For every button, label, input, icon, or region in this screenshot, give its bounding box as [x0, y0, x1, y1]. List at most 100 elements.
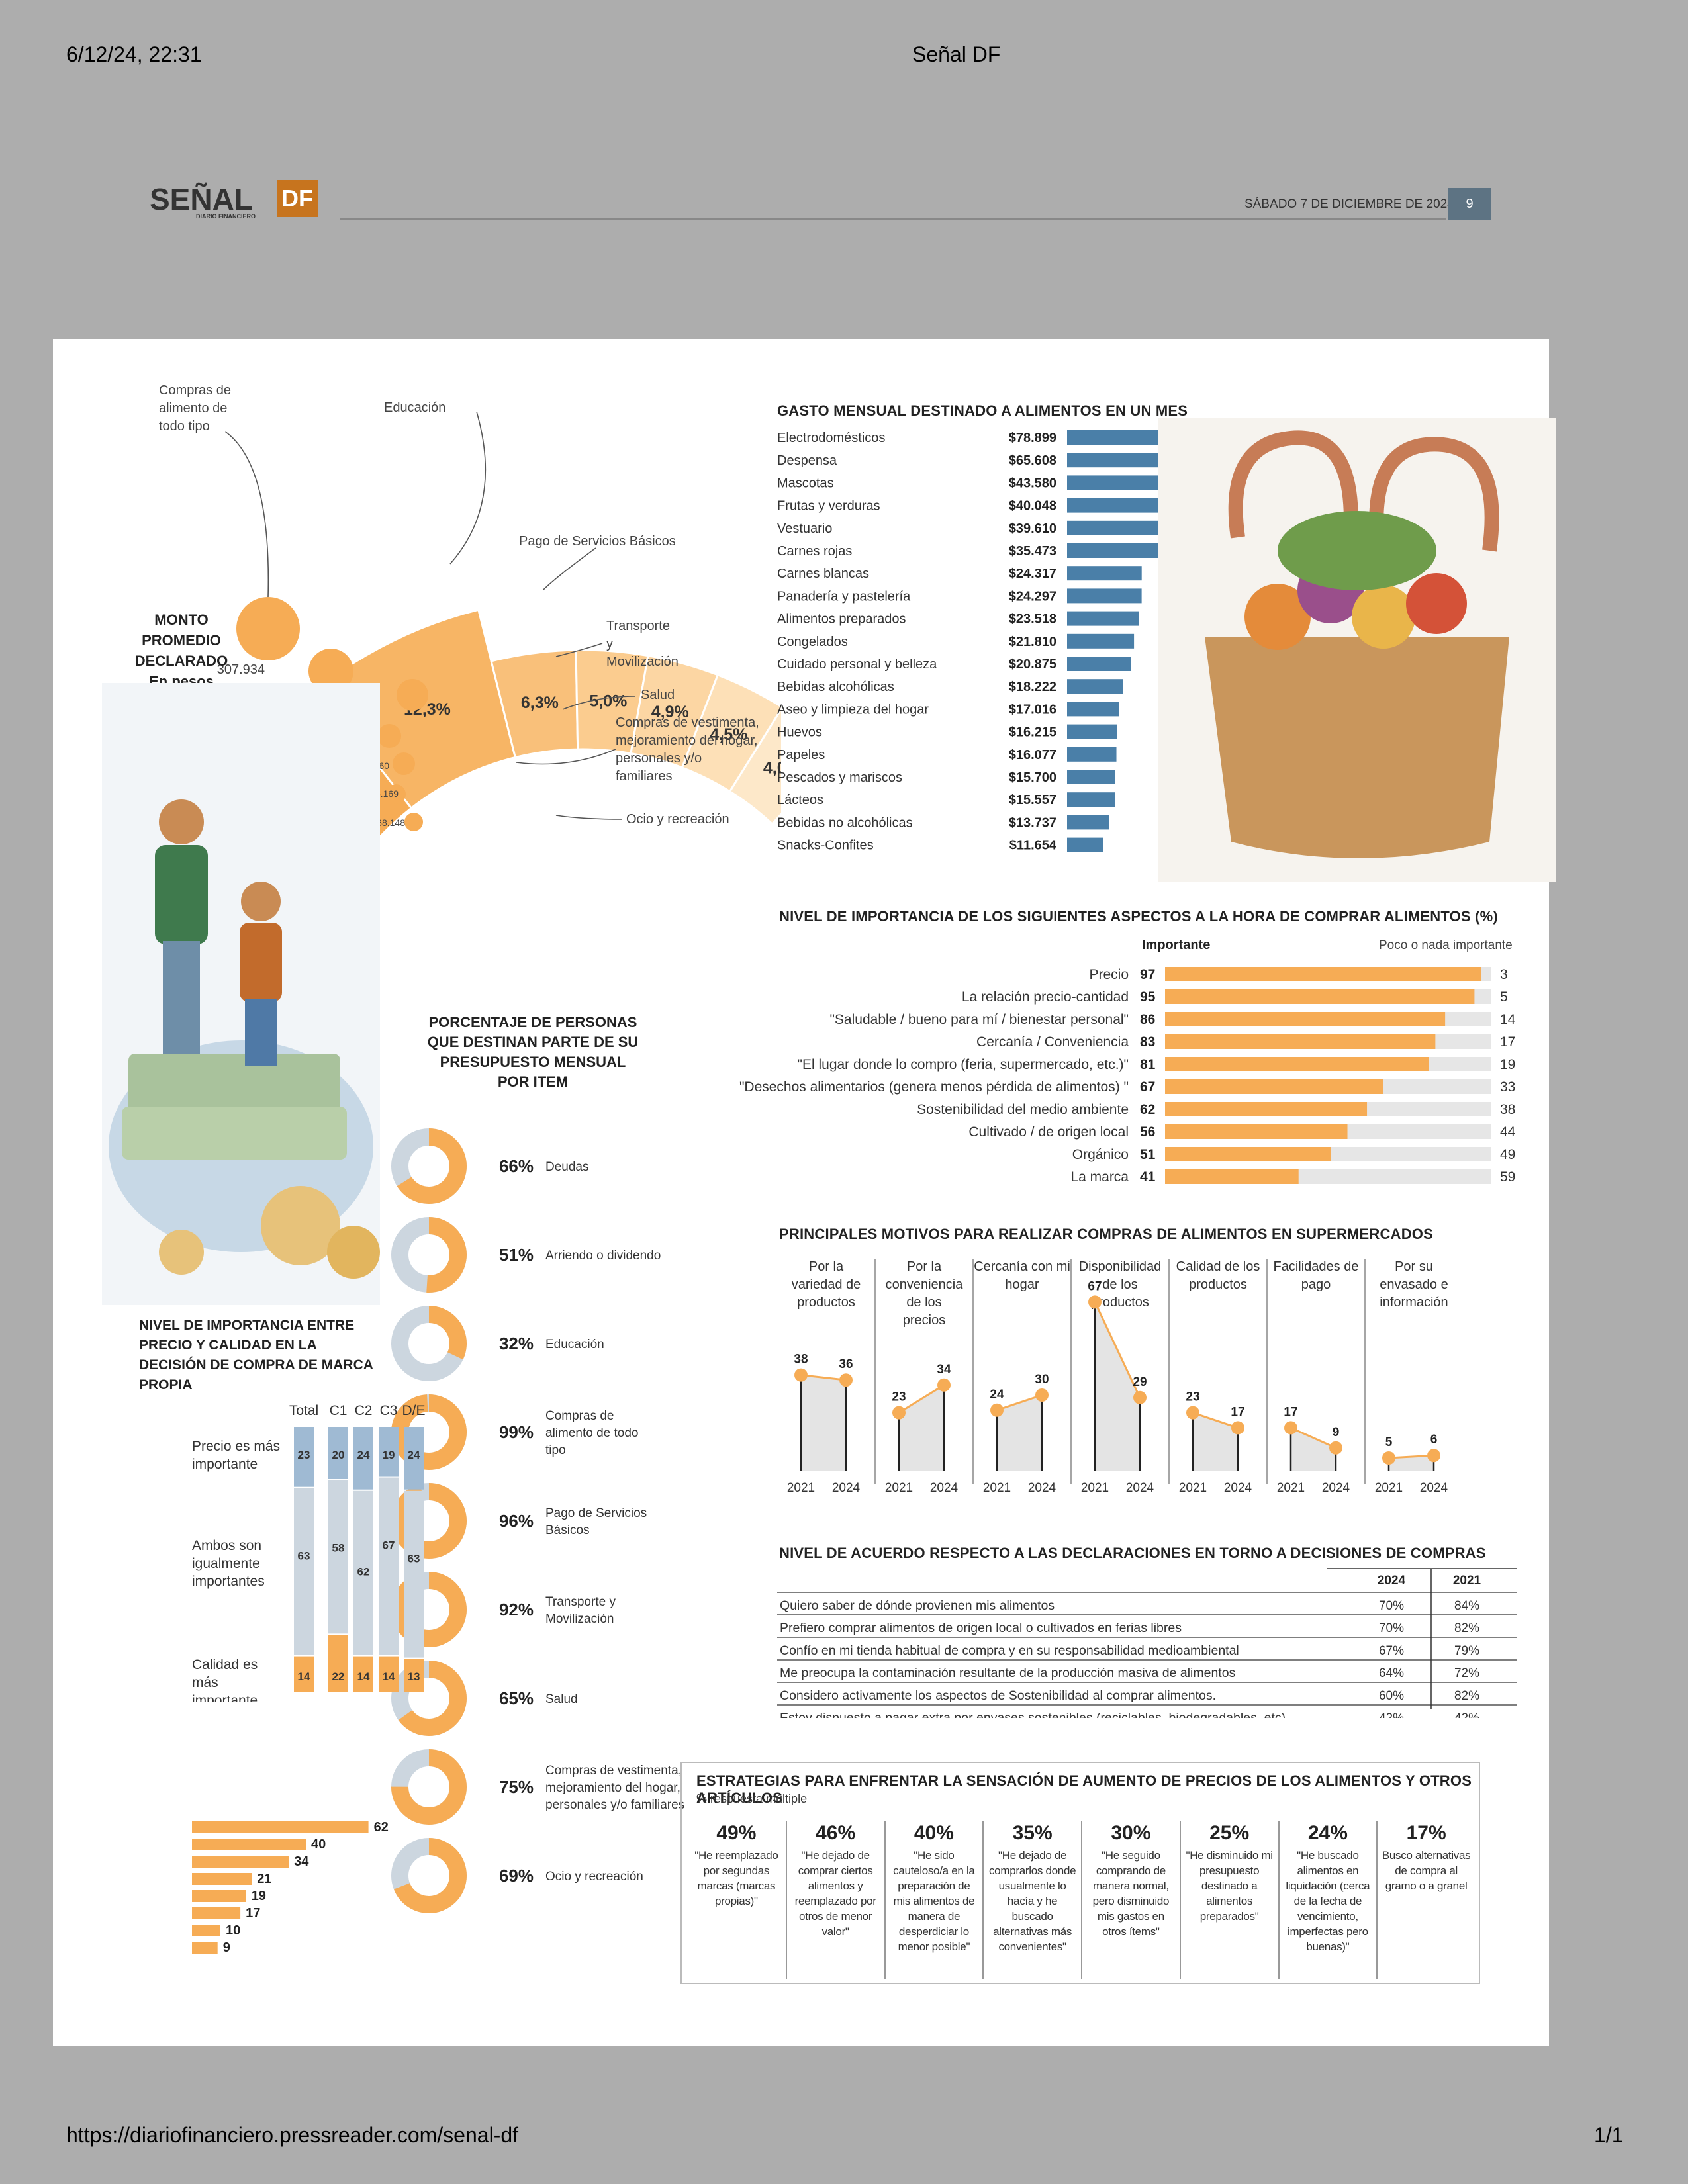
stack-series-label: Ambos son igualmente importantes [192, 1538, 265, 1589]
mini-bar [192, 1821, 369, 1833]
table-row-label: Confío en mi tienda habitual de compra y… [780, 1643, 1239, 1658]
donut-category-label: Compras de alimento de todo tipo [545, 1409, 639, 1457]
motivos-value-label: 17 [1231, 1405, 1244, 1419]
donut-category-label: Salud [545, 1692, 578, 1706]
table-row-label: Me preocupa la contaminación resultante … [780, 1666, 1236, 1680]
gasto-bar [1067, 633, 1135, 649]
estrategia-description: "He sido cauteloso/a en la preparación d… [893, 1849, 975, 1953]
gasto-value-label: $39.610 [1009, 522, 1056, 536]
importancia-bar [1165, 1034, 1436, 1049]
motivos-value-label: 23 [1186, 1390, 1199, 1404]
motivos-value-label: 30 [1035, 1373, 1049, 1387]
motivos-area [801, 1375, 846, 1471]
gasto-category-label: Snacks-Confites [777, 839, 874, 853]
importancia-value-label: 97 [1140, 967, 1155, 982]
motivos-x-label: 2021 [1375, 1481, 1403, 1495]
gasto-value-label: $20.875 [1009, 657, 1056, 672]
importancia-category-label: La relación precio-cantidad [962, 989, 1129, 1005]
motivos-x-label: 2021 [1179, 1481, 1207, 1495]
gasto-bar [1067, 792, 1115, 807]
monto-segment [728, 707, 781, 825]
stack-series-label: Precio es más importante [192, 1439, 280, 1472]
estrategia-description: "He seguido comprando de manera normal, … [1092, 1849, 1170, 1938]
gasto-category-label: Congelados [777, 635, 848, 649]
gasto-bar [1067, 815, 1109, 830]
stack-value-label: 23 [298, 1449, 310, 1461]
importancia-value-label: 67 [1140, 1079, 1155, 1095]
stack-value-label: 13 [408, 1670, 420, 1683]
gasto-value-label: $16.077 [1009, 748, 1056, 762]
donut-percent-label: 51% [499, 1245, 534, 1265]
print-url[interactable]: https://diariofinanciero.pressreader.com… [66, 2123, 519, 2147]
estrategia-description: "He dejado de comprar ciertos alimentos … [794, 1849, 876, 1938]
importancia-bar [1165, 1147, 1331, 1161]
motivos-point [1186, 1406, 1199, 1420]
importancia-value-label: 83 [1140, 1034, 1155, 1050]
stack-segment [379, 1656, 399, 1692]
stack-value-label: 14 [357, 1670, 370, 1683]
monto-category-label: Salud [641, 688, 675, 702]
stack-value-label: 63 [408, 1553, 420, 1565]
importancia-bar [1165, 1124, 1348, 1139]
donut-category-label: Educación [545, 1338, 604, 1351]
motivos-value-label: 38 [794, 1353, 808, 1367]
mini-bar [192, 1907, 241, 1919]
estrategia-description: Busco alternativas de compra al gramo o … [1382, 1849, 1471, 1892]
brand-tagline: DIARIO FINANCIERO [196, 213, 256, 220]
importancia-chart: Importante Poco o nada importante Precio 97… [739, 938, 1516, 1185]
estrategia-percent: 46% [816, 1822, 856, 1844]
importancia-bar [1165, 989, 1475, 1004]
gasto-category-label: Vestuario [777, 522, 832, 536]
motivos-panel-label: Por la variedad de productos [792, 1259, 861, 1310]
motivos-line [1094, 1301, 1141, 1398]
gasto-value-label: $16.215 [1009, 725, 1056, 740]
estrategia-column: 30% "He seguido comprando de manera norma… [1081, 1821, 1180, 1979]
monto-percent-label: 4,0% [763, 758, 781, 777]
donut-percent-label: 65% [499, 1688, 534, 1708]
mini-bar-label: 21 [257, 1872, 271, 1886]
motivos-point [1088, 1295, 1102, 1309]
estrategia-column: 46% "He dejado de comprar ciertos aliment… [785, 1821, 884, 1979]
monto-leader-line [555, 815, 623, 820]
motivos-value-label: 34 [937, 1363, 951, 1377]
mini-bar-label: 34 [294, 1854, 309, 1869]
gasto-category-label: Bebidas alcohólicas [777, 680, 894, 694]
monto-value-bubble [236, 597, 300, 660]
gasto-category-label: Despensa [777, 453, 837, 468]
monto-title: MONTO PROMEDIO DECLARADO En pesos [135, 612, 228, 690]
importancia-bar [1165, 1169, 1299, 1184]
estrategias-subtitle: % respuesta múltiple [696, 1792, 808, 1805]
gasto-value-label: $15.557 [1009, 793, 1056, 807]
table-cell-2021: 82% [1454, 1621, 1479, 1635]
importancia-series-label: Poco o nada importante [1379, 938, 1513, 952]
gasto-bar [1067, 588, 1142, 604]
motivos-area [1389, 1455, 1434, 1471]
estrategias-box [680, 1762, 1480, 1984]
motivos-point [1231, 1421, 1244, 1435]
motivos-point [1133, 1390, 1147, 1404]
gasto-category-label: Aseo y limpieza del hogar [777, 702, 929, 717]
stack-segment [328, 1480, 348, 1634]
stack-category-label: Total [289, 1403, 318, 1418]
motivos-line [898, 1384, 945, 1414]
monto-value-bubble [386, 784, 406, 804]
stack-segment [404, 1659, 424, 1692]
monto-category-label: Compras de vestimenta, mejoramiento del h… [616, 715, 759, 784]
motivos-point [990, 1403, 1004, 1417]
gasto-value-label: $21.810 [1009, 635, 1056, 649]
gasto-value-label: $18.222 [1009, 680, 1056, 694]
gasto-value-label: $40.048 [1009, 499, 1056, 514]
stack-segment [328, 1427, 348, 1479]
monto-category-label: Educación [384, 400, 445, 415]
donut-category-label: Arriendo o dividendo [545, 1249, 661, 1263]
estrategia-percent: 40% [914, 1822, 954, 1844]
motivos-point [892, 1406, 906, 1420]
stack-value-label: 22 [332, 1670, 345, 1683]
monto-value-bubble [308, 649, 353, 694]
table-row-label: Prefiero comprar alimentos de origen loc… [780, 1621, 1182, 1635]
table-cell-2024: 67% [1379, 1644, 1404, 1658]
importancia-poco-label: 49 [1500, 1147, 1515, 1162]
donut-value-arc [391, 1483, 467, 1559]
importancia-category-label: "Saludable / bueno para mí / bienestar p… [829, 1012, 1129, 1027]
gasto-category-label: Mascotas [777, 476, 834, 490]
